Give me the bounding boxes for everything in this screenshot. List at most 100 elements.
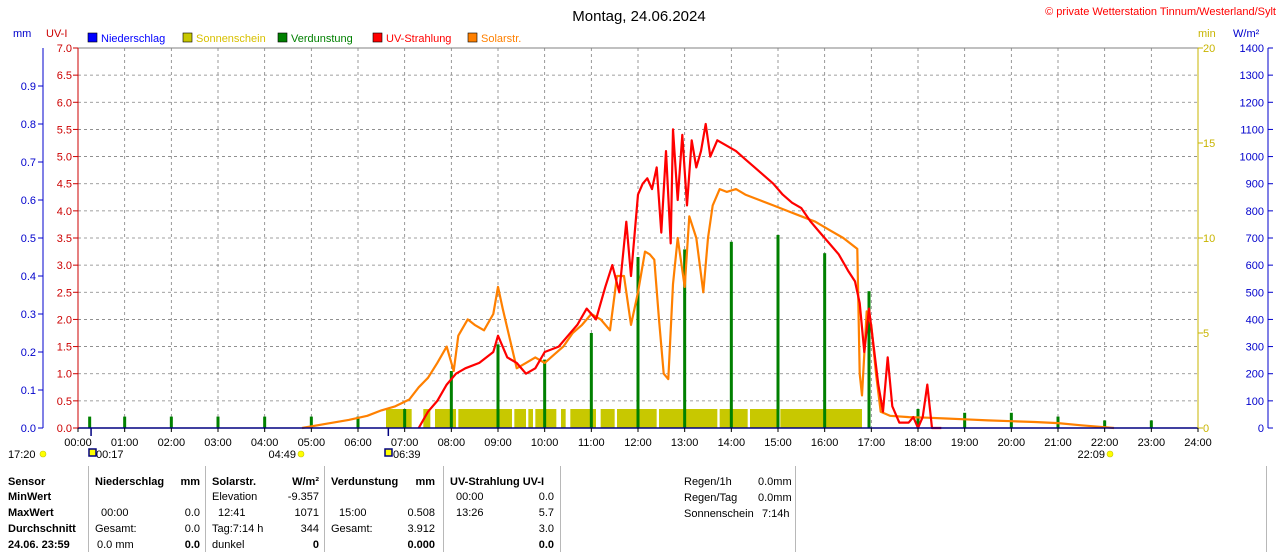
axis-unit-min: min bbox=[1198, 28, 1216, 40]
mm-tick-label: 0.0 bbox=[21, 423, 36, 435]
mm-tick-label: 0.4 bbox=[21, 271, 36, 283]
wm2-tick-label: 0 bbox=[1258, 423, 1264, 435]
min-tick-label: 5 bbox=[1203, 328, 1209, 340]
time-tick-label: 13:00 bbox=[671, 437, 699, 449]
legend-swatch-2 bbox=[277, 32, 288, 43]
legend-label-3: UV-Strahlung bbox=[386, 33, 451, 45]
niederschlag-max-value: 0.0 bbox=[184, 507, 200, 519]
niederschlag-current-bold: 0.0 bbox=[184, 539, 200, 551]
wm2-tick-label: 1000 bbox=[1240, 152, 1264, 164]
evaporation-bar bbox=[123, 416, 127, 428]
sunshine-value: 7:14h bbox=[762, 508, 790, 520]
wm2-tick-label: 900 bbox=[1246, 179, 1264, 191]
sunshine-block bbox=[719, 409, 748, 428]
min-tick-label: 20 bbox=[1203, 43, 1215, 55]
evaporation-bar bbox=[356, 416, 360, 428]
time-tick-label: 06:00 bbox=[344, 437, 372, 449]
uvi-tick-label: 3.0 bbox=[57, 260, 72, 272]
series-verdunstung bbox=[88, 234, 1153, 428]
solar-header: Solarstr. bbox=[212, 476, 257, 488]
time-tick-label: 01:00 bbox=[111, 437, 139, 449]
axis-min-ticks: 0 5 10 15 20 bbox=[1198, 43, 1215, 435]
chart-background bbox=[0, 0, 1280, 466]
mm-tick-label: 0.5 bbox=[21, 233, 36, 245]
time-tick-label: 08:00 bbox=[438, 437, 466, 449]
astro-time-label: 22:09 bbox=[1077, 449, 1105, 461]
stats-col-niederschlag: Niederschlag mm 00:00 0.0 Gesamt: 0.0 0.… bbox=[88, 466, 204, 552]
sunshine-block bbox=[600, 409, 615, 428]
moon-rise-icon bbox=[39, 450, 47, 458]
time-tick-label: 17:00 bbox=[858, 437, 886, 449]
niederschlag-header: Niederschlag bbox=[95, 476, 165, 488]
series-uv-strahlung bbox=[417, 122, 942, 430]
uvi-tick-label: 6.0 bbox=[57, 97, 72, 109]
chart-legend: Niederschlag Sonnenschein Verdunstung UV-St… bbox=[87, 32, 521, 45]
uvi-tick-label: 2.0 bbox=[57, 314, 72, 326]
rain-day-value: 0.0mm bbox=[758, 492, 792, 504]
legend-label-4: Solarstr. bbox=[481, 33, 521, 45]
stats-sensor-header: Sensor bbox=[8, 476, 46, 488]
rain-day-label: Regen/Tag bbox=[684, 492, 738, 504]
evaporation-bar bbox=[636, 257, 640, 428]
axis-unit-mm: mm bbox=[13, 28, 31, 40]
evaporation-bar bbox=[496, 344, 500, 428]
time-tick-label: 16:00 bbox=[811, 437, 839, 449]
min-tick-label: 15 bbox=[1203, 138, 1215, 150]
verdunstung-total-label: Gesamt: bbox=[331, 523, 373, 535]
mm-tick-label: 0.2 bbox=[21, 347, 36, 359]
uv-min-value: 0.0 bbox=[538, 491, 554, 503]
chart-grid bbox=[78, 48, 1198, 428]
evaporation-bar bbox=[169, 416, 173, 428]
evaporation-bar bbox=[403, 409, 407, 428]
legend-label-0: Niederschlag bbox=[101, 33, 165, 45]
legend-swatch-3 bbox=[372, 32, 383, 43]
time-tick-label: 12:00 bbox=[624, 437, 652, 449]
chart-title: Montag, 24.06.2024 bbox=[572, 8, 705, 25]
time-tick-label: 19:00 bbox=[951, 437, 979, 449]
wm2-tick-label: 400 bbox=[1246, 314, 1264, 326]
uvi-tick-label: 2.5 bbox=[57, 287, 72, 299]
uvi-tick-label: 3.5 bbox=[57, 233, 72, 245]
axis-time-ticks: 00:00 01:00 02:00 03:00 04:00 05:00 06:00 07:00… bbox=[64, 428, 1212, 449]
uvi-tick-label: 5.0 bbox=[57, 152, 72, 164]
sunshine-block bbox=[780, 409, 862, 428]
wm2-tick-label: 500 bbox=[1246, 287, 1264, 299]
niederschlag-total-value: 0.0 bbox=[184, 523, 200, 535]
wm2-tick-label: 600 bbox=[1246, 260, 1264, 272]
time-tick-label: 09:00 bbox=[484, 437, 512, 449]
stats-col-empty bbox=[795, 466, 1267, 552]
astro-markers: 17:20 00:17 04:49 06:39 22:09 bbox=[8, 428, 1114, 461]
evaporation-bar bbox=[589, 333, 593, 428]
min-tick-label: 0 bbox=[1203, 423, 1209, 435]
solar-elevation-value: -9.357 bbox=[287, 491, 319, 503]
sunshine-block bbox=[435, 409, 456, 428]
uv-max-time: 13:26 bbox=[456, 507, 484, 519]
rain-1h-label: Regen/1h bbox=[684, 476, 732, 488]
niederschlag-current: 0.0 mm bbox=[97, 539, 134, 551]
sunrise-icon bbox=[297, 450, 305, 458]
wm2-tick-label: 1200 bbox=[1240, 97, 1264, 109]
solar-max-time: 12:41 bbox=[218, 507, 246, 519]
solar-day-value: 344 bbox=[300, 523, 319, 535]
evaporation-bar bbox=[729, 241, 733, 428]
evaporation-bar bbox=[88, 416, 92, 428]
uvi-tick-label: 4.5 bbox=[57, 179, 72, 191]
stats-avg-label: Durchschnitt bbox=[8, 523, 76, 535]
astro-time-label: 17:20 bbox=[8, 449, 36, 461]
evaporation-bar bbox=[449, 371, 453, 428]
uv-avg-value: 3.0 bbox=[538, 523, 554, 535]
legend-label-2: Verdunstung bbox=[291, 33, 353, 45]
astro-time-label: 06:39 bbox=[393, 449, 421, 461]
sunshine-block bbox=[561, 409, 566, 428]
verdunstung-max-time: 15:00 bbox=[339, 507, 367, 519]
wm2-tick-label: 1400 bbox=[1240, 43, 1264, 55]
solar-state-value: 0 bbox=[312, 539, 319, 551]
uvi-tick-label: 0.5 bbox=[57, 396, 72, 408]
uvi-tick-label: 7.0 bbox=[57, 43, 72, 55]
time-tick-label: 07:00 bbox=[391, 437, 419, 449]
solar-state: dunkel bbox=[212, 539, 245, 551]
uvi-tick-label: 1.0 bbox=[57, 369, 72, 381]
time-tick-label: 02:00 bbox=[158, 437, 186, 449]
stats-max-label: MaxWert bbox=[8, 507, 54, 519]
evaporation-bar bbox=[683, 249, 687, 428]
